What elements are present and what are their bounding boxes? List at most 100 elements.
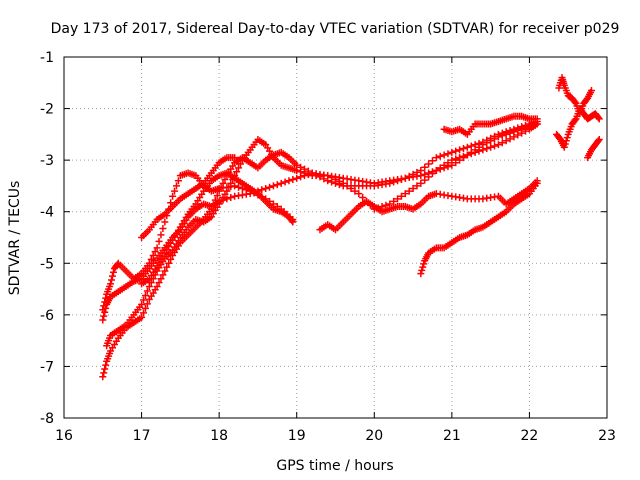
data-point xyxy=(405,187,413,195)
data-point xyxy=(99,316,107,324)
data-point xyxy=(157,275,165,283)
data-point xyxy=(417,270,425,278)
data-point xyxy=(101,365,109,373)
data-point xyxy=(448,148,456,156)
data-point xyxy=(109,268,117,276)
x-tick-label: 23 xyxy=(598,428,616,444)
y-tick-label: -6 xyxy=(40,308,54,324)
data-point xyxy=(463,151,471,159)
data-point xyxy=(494,141,502,149)
data-point xyxy=(417,179,425,187)
data-point xyxy=(332,175,339,183)
data-point xyxy=(448,156,456,164)
data-point xyxy=(145,282,153,290)
data-point xyxy=(269,182,277,190)
data-point xyxy=(157,231,165,239)
data-point xyxy=(153,282,161,290)
series-arc-11 xyxy=(555,74,595,118)
data-point xyxy=(390,197,398,205)
data-point xyxy=(440,151,448,159)
data-point xyxy=(533,179,541,187)
data-point xyxy=(436,152,444,160)
x-tick-label: 21 xyxy=(443,428,461,444)
y-tick-label: -1 xyxy=(40,50,54,66)
data-point xyxy=(444,159,452,167)
data-point xyxy=(561,140,569,148)
data-point xyxy=(167,255,175,263)
data-point xyxy=(102,361,110,369)
chart-title: Day 173 of 2017, Sidereal Day-to-day VTE… xyxy=(51,21,620,37)
data-point xyxy=(174,177,182,185)
data-point xyxy=(155,279,163,287)
data-point xyxy=(171,187,179,195)
data-point xyxy=(219,196,227,204)
data-point xyxy=(165,259,173,267)
data-point xyxy=(491,135,499,143)
data-points xyxy=(99,74,603,381)
data-point xyxy=(161,218,169,226)
data-point xyxy=(479,146,487,154)
x-axis-label: GPS time / hours xyxy=(276,458,393,474)
data-point xyxy=(418,266,426,274)
data-point xyxy=(213,192,221,200)
data-point xyxy=(233,168,241,176)
data-point xyxy=(335,177,343,185)
data-point xyxy=(141,304,149,312)
data-point xyxy=(339,179,347,187)
data-point xyxy=(452,147,460,155)
data-point xyxy=(102,304,110,312)
data-point xyxy=(440,161,448,169)
data-point xyxy=(281,178,289,186)
data-point xyxy=(390,178,398,186)
data-point xyxy=(456,146,464,154)
data-point xyxy=(223,187,231,195)
data-point xyxy=(223,195,231,203)
data-point xyxy=(397,192,405,200)
data-point xyxy=(397,175,405,183)
y-tick-label: -8 xyxy=(40,411,54,427)
data-point xyxy=(463,143,471,151)
data-point xyxy=(563,134,571,142)
data-point xyxy=(355,190,363,198)
data-point xyxy=(163,263,171,271)
data-point xyxy=(487,143,495,151)
data-point xyxy=(159,271,167,279)
data-point xyxy=(293,161,301,169)
data-point xyxy=(502,137,510,145)
data-point xyxy=(428,170,436,178)
series-arc-7 xyxy=(316,177,541,234)
data-point xyxy=(108,276,116,284)
data-point xyxy=(297,163,305,171)
data-point xyxy=(235,164,243,172)
data-point xyxy=(452,155,460,163)
data-point xyxy=(413,182,421,190)
data-point xyxy=(401,190,409,198)
data-point xyxy=(304,170,312,178)
data-point xyxy=(231,154,239,162)
data-point xyxy=(491,142,499,150)
y-tick-label: -3 xyxy=(40,153,54,169)
data-point xyxy=(533,115,541,123)
data-point xyxy=(300,172,308,180)
series-arc-3 xyxy=(99,120,541,381)
data-point xyxy=(147,279,155,287)
x-tick-label: 20 xyxy=(365,428,383,444)
data-point xyxy=(151,248,159,256)
data-point xyxy=(475,147,483,155)
data-point xyxy=(288,217,296,225)
data-point xyxy=(277,179,285,187)
data-point xyxy=(394,195,402,203)
data-point xyxy=(289,218,297,226)
data-point xyxy=(425,160,433,168)
data-point xyxy=(587,87,595,95)
data-point xyxy=(562,137,570,145)
series-arc-12 xyxy=(584,136,603,162)
data-point xyxy=(467,142,475,150)
data-point xyxy=(420,260,428,268)
data-point xyxy=(518,129,526,137)
data-point xyxy=(502,130,510,138)
data-point xyxy=(351,187,359,195)
x-tick-label: 16 xyxy=(55,428,73,444)
data-point xyxy=(498,139,506,147)
